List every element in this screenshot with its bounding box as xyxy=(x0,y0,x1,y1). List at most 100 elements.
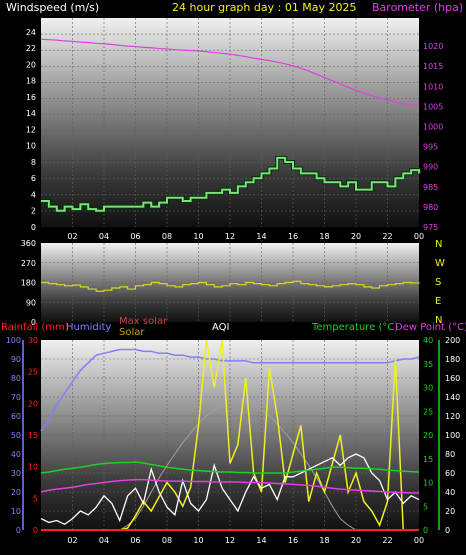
direction-tick-label: 0 xyxy=(31,318,36,327)
direction-tick-label: 180 xyxy=(21,279,36,288)
time-tick-label: 16 xyxy=(288,232,298,241)
time-tick-label: 14 xyxy=(256,232,266,241)
humidity-tick-label: 70 xyxy=(11,393,21,402)
windspeed-axis-label: Windspeed (m/s) xyxy=(6,1,99,14)
direction-tick-labels: 0 90 180 270 360 xyxy=(21,239,36,327)
chart-title: 24 hour graph day : 01 May 2025 xyxy=(172,1,357,14)
time-tick-label: 02 xyxy=(67,536,77,545)
rainfall-tick-label: 0 xyxy=(33,526,38,535)
windspeed-tick-label: 2 xyxy=(31,207,36,216)
aqi-series-line xyxy=(40,453,420,526)
humidity-tick-label: 60 xyxy=(11,412,21,421)
humidity-tick-labels: 0 10 20 30 40 50 60 70 80 90 100 xyxy=(6,336,24,535)
barometer-tick-label: 990 xyxy=(423,163,438,172)
barometer-tick-label: 980 xyxy=(423,203,438,212)
time-tick-label: 04 xyxy=(99,232,109,241)
time-tick-label: 16 xyxy=(288,536,298,545)
rainfall-axis-label: Rainfall (mm) xyxy=(1,322,69,333)
solar-tick-labels: 0 20 40 60 80 100 120 140 160 180 200 xyxy=(445,336,460,535)
temperature-tick-label: 10 xyxy=(423,479,433,488)
time-tick-label: 22 xyxy=(382,536,392,545)
temperature-tick-label: 15 xyxy=(423,455,433,464)
aqi-label: AQI xyxy=(212,322,230,333)
time-tick-label: 20 xyxy=(351,232,361,241)
windspeed-tick-label: 8 xyxy=(31,158,36,167)
rainfall-tick-label: 15 xyxy=(28,431,38,440)
windspeed-tick-label: 0 xyxy=(31,223,36,232)
barometer-tick-label: 1000 xyxy=(423,123,443,132)
time-tick-label: 12 xyxy=(225,232,235,241)
solar-tick-label: 20 xyxy=(445,507,455,516)
rainfall-tick-label: 5 xyxy=(33,494,38,503)
direction-tick-label: 360 xyxy=(21,239,36,248)
temperature-tick-label: 40 xyxy=(423,336,433,345)
humidity-tick-label: 20 xyxy=(11,488,21,497)
time-tick-label: 14 xyxy=(256,536,266,545)
time-tick-label: 10 xyxy=(193,232,203,241)
max-solar-label: Max solar xyxy=(119,316,168,327)
windspeed-tick-label: 16 xyxy=(26,93,36,102)
time-tick-labels-bottom: 02 04 06 08 10 12 14 16 18 20 22 00 xyxy=(67,536,424,545)
time-tick-label: 00 xyxy=(414,232,424,241)
humidity-axis-label: Humidity xyxy=(66,322,111,333)
barometer-tick-label: 1005 xyxy=(423,102,443,111)
temperature-tick-label: 0 xyxy=(423,526,428,535)
time-tick-label: 06 xyxy=(130,232,140,241)
time-tick-label: 20 xyxy=(351,536,361,545)
solar-label: Solar xyxy=(119,327,145,338)
time-tick-label: 00 xyxy=(414,536,424,545)
compass-label: E xyxy=(435,296,441,307)
solar-tick-label: 160 xyxy=(445,374,460,383)
barometer-tick-label: 985 xyxy=(423,183,438,192)
humidity-tick-label: 80 xyxy=(11,374,21,383)
temperature-tick-label: 20 xyxy=(423,431,433,440)
humidity-tick-label: 50 xyxy=(11,431,21,440)
compass-label: W xyxy=(435,258,445,269)
windspeed-series-line xyxy=(41,156,420,212)
windspeed-tick-label: 14 xyxy=(26,109,36,118)
temperature-tick-label: 5 xyxy=(423,502,428,511)
time-tick-labels-top: 02 04 06 08 10 12 14 16 18 20 22 00 xyxy=(67,232,424,241)
time-tick-label: 12 xyxy=(225,536,235,545)
time-tick-label: 04 xyxy=(99,536,109,545)
solar-tick-label: 100 xyxy=(445,431,460,440)
solar-tick-label: 120 xyxy=(445,412,460,421)
humidity-tick-label: 90 xyxy=(11,355,21,364)
windspeed-tick-label: 6 xyxy=(31,174,36,183)
humidity-tick-label: 100 xyxy=(6,336,21,345)
compass-label: N xyxy=(435,315,442,326)
time-tick-label: 08 xyxy=(162,232,172,241)
solar-tick-label: 60 xyxy=(445,469,455,478)
rainfall-tick-label: 30 xyxy=(28,336,38,345)
rainfall-tick-label: 10 xyxy=(28,463,38,472)
barometer-tick-labels: 975 980 985 990 995 1000 1005 1010 1015 1020 xyxy=(423,42,443,232)
rainfall-tick-label: 25 xyxy=(28,368,38,377)
barometer-series-line xyxy=(40,38,420,107)
barometer-tick-label: 1010 xyxy=(423,82,443,91)
solar-tick-label: 0 xyxy=(445,526,450,535)
time-tick-label: 06 xyxy=(130,536,140,545)
windspeed-tick-label: 4 xyxy=(31,190,36,199)
humidity-tick-label: 40 xyxy=(11,450,21,459)
temperature-tick-labels: 0 5 10 15 20 25 30 35 40 xyxy=(423,336,440,535)
compass-label: N xyxy=(435,239,442,250)
humidity-series-line xyxy=(40,348,420,432)
windspeed-tick-label: 20 xyxy=(26,60,36,69)
barometer-tick-label: 995 xyxy=(423,143,438,152)
direction-tick-label: 270 xyxy=(21,259,36,268)
time-tick-label: 08 xyxy=(162,536,172,545)
dewpoint-series-line xyxy=(40,478,419,494)
time-tick-label: 18 xyxy=(319,232,329,241)
solar-tick-label: 200 xyxy=(445,336,460,345)
compass-label: S xyxy=(435,277,441,288)
windspeed-tick-label: 24 xyxy=(26,28,36,37)
temperature-axis-label: Temperature (°C) xyxy=(311,322,398,333)
humidity-tick-label: 30 xyxy=(11,469,21,478)
windspeed-tick-label: 12 xyxy=(26,125,36,134)
humidity-tick-label: 0 xyxy=(16,526,21,535)
barometer-axis-label: Barometer (hpa) xyxy=(372,1,463,14)
temperature-tick-label: 30 xyxy=(423,384,433,393)
barometer-tick-label: 1020 xyxy=(423,42,443,51)
